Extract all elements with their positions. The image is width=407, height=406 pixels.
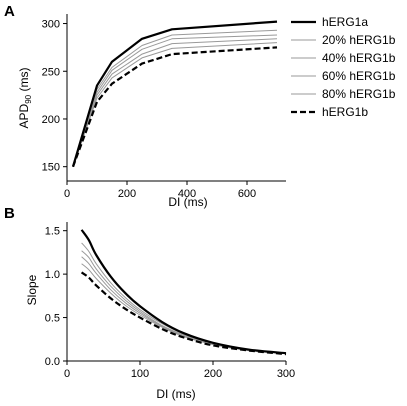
panel-b-x-tick-label: 200 xyxy=(204,368,222,380)
panel-b-x-axis-label: DI (ms) xyxy=(156,387,195,401)
legend-label-40pct-herg1b: 40% hERG1b xyxy=(322,51,396,65)
panel-a-x-tick-label: 400 xyxy=(178,188,196,200)
panel-a-x-tick-label: 0 xyxy=(64,188,70,200)
panel-a-y-label-main: APD xyxy=(17,103,31,128)
panel-a: A 0 200 400 600 150 200 250 300 DI (ms) APD90 (… xyxy=(4,3,396,209)
panel-a-series-20pct-herg1b xyxy=(72,29,278,167)
panel-b-x-tick-label: 100 xyxy=(131,368,149,380)
panel-a-letter: A xyxy=(4,3,15,20)
panel-a-series-40pct-herg1b xyxy=(72,34,278,167)
panel-a-y-tick-label: 250 xyxy=(42,66,60,78)
panel-b-y-tick-label: 0.5 xyxy=(45,313,60,325)
panel-a-y-label-sub: 90 xyxy=(24,94,33,103)
panel-a-y-label-tail: (ms) xyxy=(17,68,31,95)
panel-a-x-axis-label: DI (ms) xyxy=(168,195,207,209)
legend-label-herg1a: hERG1a xyxy=(322,15,368,29)
panel-a-y-axis-label: APD90 (ms) xyxy=(17,68,33,129)
panel-a-series-60pct-herg1b xyxy=(72,38,278,167)
legend-label-herg1b: hERG1b xyxy=(322,105,368,119)
panel-b-series-herg1a xyxy=(80,229,287,355)
panel-a-ticks: 0 200 400 600 150 200 250 300 xyxy=(42,19,257,200)
panel-b-axes xyxy=(66,222,286,362)
legend-label-60pct-herg1b: 60% hERG1b xyxy=(322,69,396,83)
panel-a-axes xyxy=(66,14,286,182)
panel-a-y-tick-label: 300 xyxy=(42,19,60,31)
legend-label-20pct-herg1b: 20% hERG1b xyxy=(322,33,396,47)
panel-b-y-tick-label: 1.0 xyxy=(45,269,60,281)
panel-a-y-tick-label: 150 xyxy=(42,162,60,174)
panel-b-series-herg1b xyxy=(80,271,287,356)
panel-a-series xyxy=(71,20,278,168)
panel-a-series-herg1b xyxy=(71,46,278,168)
panel-b-x-tick-label: 300 xyxy=(277,368,295,380)
panel-a-series-herg1a xyxy=(71,20,278,168)
legend-label-80pct-herg1b: 80% hERG1b xyxy=(322,87,396,101)
panel-a-x-tick-label: 200 xyxy=(118,188,136,200)
panel-a-x-tick-label: 600 xyxy=(238,188,256,200)
panel-b-ticks: 0 100 200 300 0.0 0.5 1.0 1.5 xyxy=(45,226,295,380)
panel-a-legend: hERG1a 20% hERG1b 40% hERG1b 60% hERG1b 80% … xyxy=(291,15,396,119)
panel-b-letter: B xyxy=(4,205,15,222)
panel-a-series-80pct-herg1b xyxy=(72,42,278,167)
panel-b-y-tick-label: 1.5 xyxy=(45,226,60,238)
panel-b: B 0 100 200 300 0.0 0.5 1.0 1.5 DI (ms) Slope xyxy=(4,205,295,401)
panel-b-x-tick-label: 0 xyxy=(64,368,70,380)
panel-b-y-axis-label: Slope xyxy=(25,274,39,305)
panel-b-series xyxy=(80,229,287,356)
panel-b-series-60pct-herg1b xyxy=(81,256,287,354)
panel-b-y-tick-label: 0.0 xyxy=(45,356,60,368)
panel-a-y-tick-label: 200 xyxy=(42,114,60,126)
